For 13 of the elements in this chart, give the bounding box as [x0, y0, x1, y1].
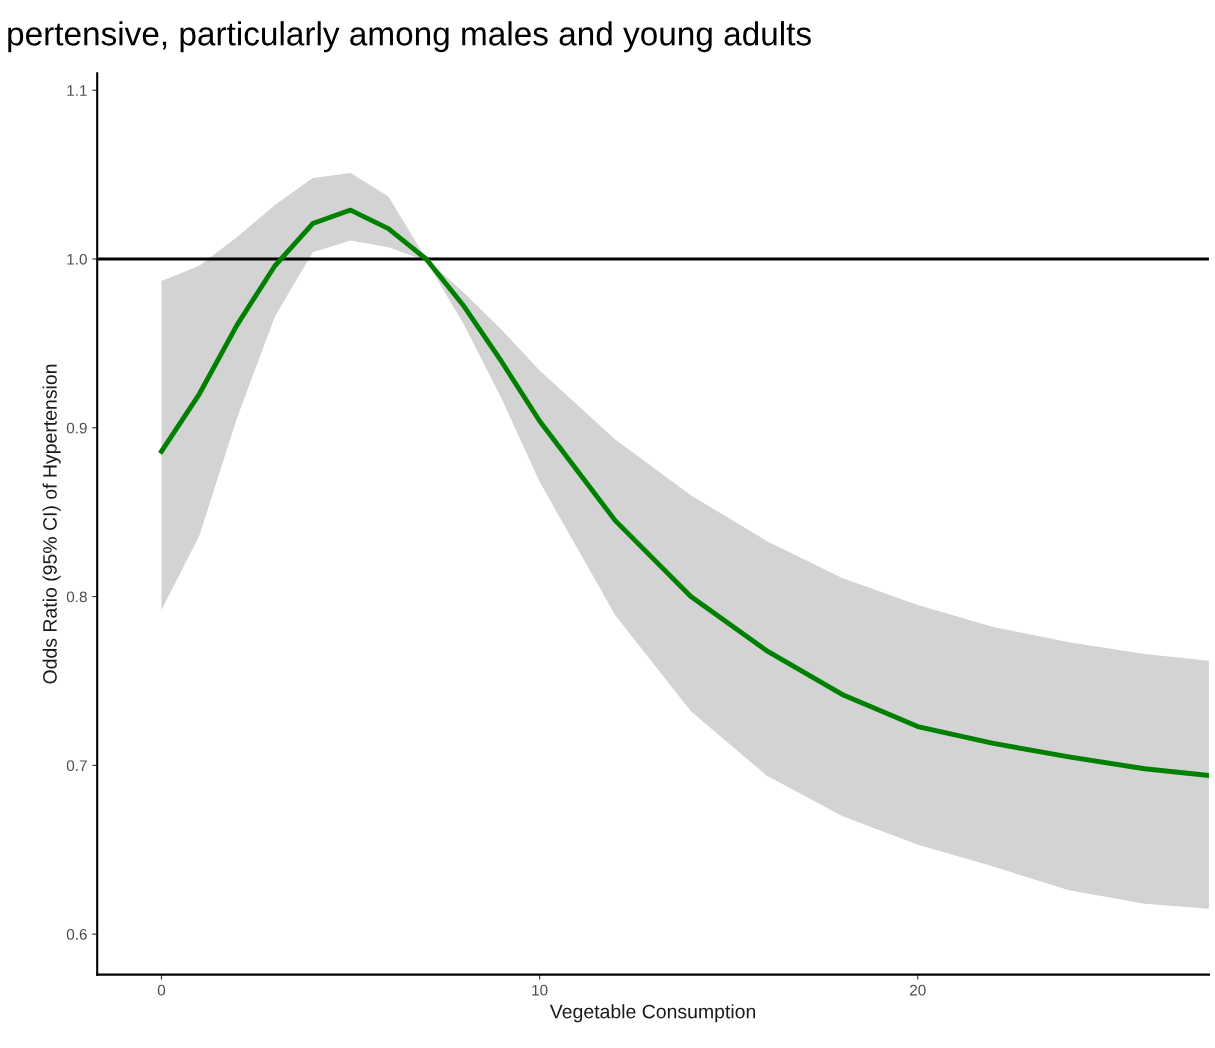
y-tick-label: 0.6 [66, 929, 87, 940]
y-tick-label: 0.9 [66, 422, 87, 434]
x-tick-label: 20 [910, 984, 926, 996]
x-axis-title: Vegetable Consumption [549, 1004, 756, 1023]
y-tick-label: 1.0 [67, 253, 87, 265]
x-tick-label: 10 [532, 984, 548, 996]
y-axis-title: Odds Ratio (95% CI) of Hypertension [42, 364, 61, 684]
line-series [159, 207, 1209, 778]
x-tick-label: 0 [157, 984, 166, 996]
y-tick-label: 0.8 [66, 591, 87, 603]
chart-title: pertensive, particularly among males and young adults [8, 21, 811, 53]
y-tick-label: 1.1 [67, 85, 87, 96]
y-tick-label: 0.7 [66, 760, 87, 772]
